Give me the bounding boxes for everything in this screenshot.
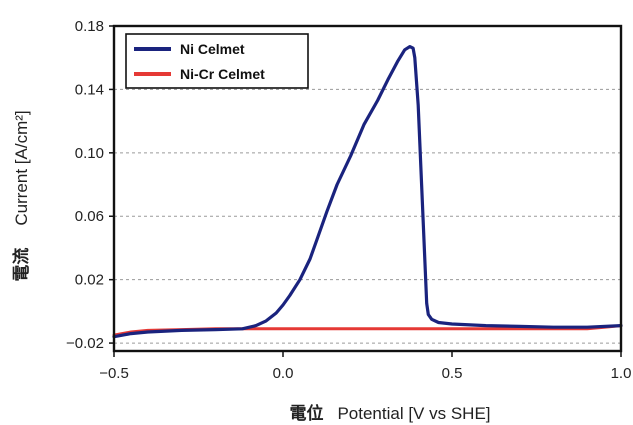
- y-axis-label-en: Current [A/cm²]: [12, 110, 31, 225]
- y-tick-label: 0.14: [75, 81, 104, 98]
- x-tick-label: 1.0: [611, 365, 632, 382]
- series-line-ni-celmet: [112, 44, 623, 339]
- y-axis-ticks: −0.02 0.02 0.06 0.10 0.14 0.18: [66, 18, 114, 352]
- x-tick-label: −0.5: [99, 365, 129, 382]
- y-tick-label: 0.02: [75, 272, 104, 289]
- y-tick-label: 0.06: [75, 208, 104, 225]
- x-axis-ticks: −0.5 0.0 0.5 1.0: [99, 351, 631, 382]
- x-axis-label-jp: 電位: [289, 403, 323, 424]
- legend-label-ni-cr-celmet: Ni-Cr Celmet: [180, 66, 265, 82]
- y-axis-label: 電流 Current [A/cm²]: [11, 110, 32, 281]
- legend-box: [125, 33, 309, 89]
- y-tick-label: −0.02: [66, 335, 104, 352]
- legend-label-ni-celmet: Ni Celmet: [180, 41, 245, 57]
- legend: Ni Celmet Ni-Cr Celmet: [125, 33, 309, 89]
- x-tick-label: 0.5: [442, 365, 463, 382]
- y-axis-label-jp: 電流: [11, 248, 32, 282]
- grid-lines: [114, 88, 621, 344]
- plot-frame: [112, 24, 623, 353]
- x-tick-label: 0.0: [273, 365, 294, 382]
- series-layer: [112, 44, 623, 339]
- x-axis-label: 電位 Potential [V vs SHE]: [289, 403, 490, 424]
- y-tick-label: 0.18: [75, 18, 104, 35]
- y-tick-label: 0.10: [75, 145, 104, 162]
- x-axis-label-en: Potential [V vs SHE]: [337, 404, 490, 423]
